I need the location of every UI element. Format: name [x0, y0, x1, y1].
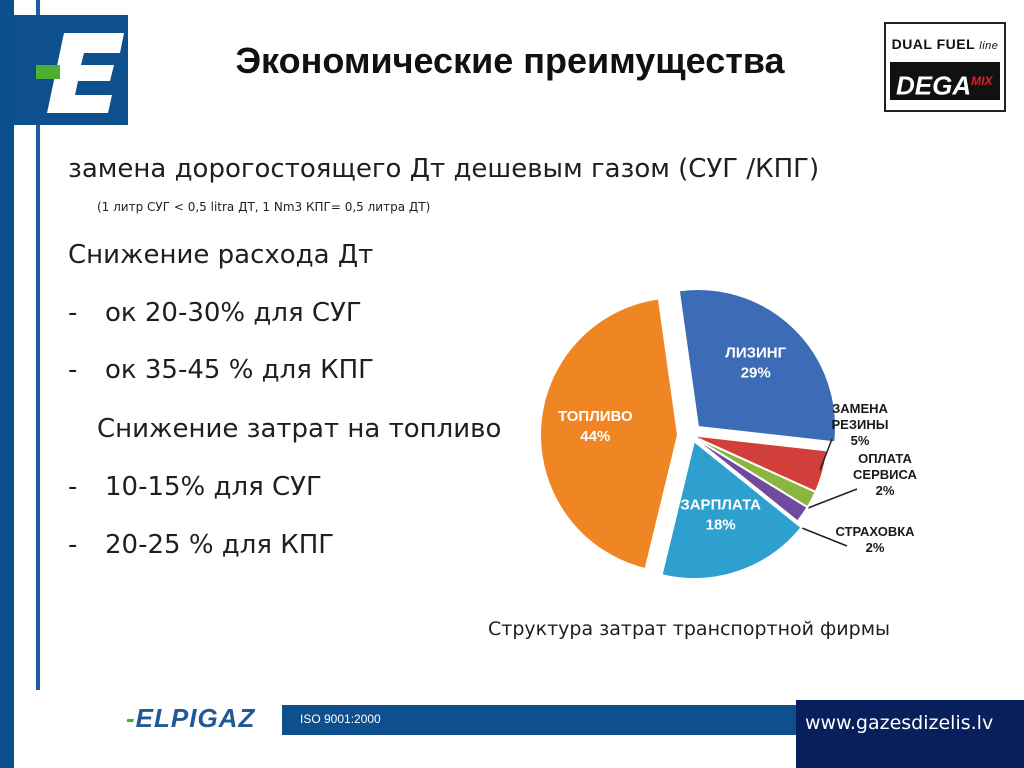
iso-certification: ISO 9001:2000: [300, 712, 381, 726]
pie-label-5-2: 18%: [706, 516, 736, 533]
bullet-cng-cost: -20-25 % для КПГ: [68, 530, 335, 560]
pie-slice-5: [660, 439, 803, 580]
text-line-equivalence-note: (1 литр СУГ < 0,5 litra ДТ, 1 Nm3 КПГ= 0…: [97, 200, 431, 214]
pie-label-2-3: 5%: [851, 433, 870, 448]
brand-logo-bottom: DEGAMIX: [890, 62, 1000, 101]
pie-label-3-1: ОПЛАТА: [858, 451, 912, 466]
chart-caption: Структура затрат транспортной фирмы: [488, 618, 891, 640]
pie-label-2-1: ЗАМЕНА: [832, 401, 888, 416]
pie-label-1-1: ЛИЗИНГ: [725, 345, 786, 362]
pie-label-3-2: СЕРВИСА: [853, 467, 918, 482]
left-accent-bar: [0, 0, 14, 768]
pie-label-4-1: СТРАХОВКА: [835, 524, 915, 539]
text-line-diesel-reduction: Снижение расхода Дт: [68, 240, 374, 270]
elpigaz-e-logo: [14, 15, 128, 125]
cost-structure-pie-chart: ЛИЗИНГ 29% ЗАМЕНА РЕЗИНЫ 5% ОПЛАТА СЕРВИСА 2% СТ…: [530, 280, 990, 590]
pie-label-3-3: 2%: [876, 483, 895, 498]
pie-label-4-2: 2%: [866, 540, 885, 555]
footer-bar: [282, 705, 802, 735]
pie-label-6-2: 44%: [580, 428, 610, 445]
brand-logo-top: DUAL FUEL line: [891, 36, 999, 52]
text-line-gas-replacement: замена дорогостоящего Дт дешевым газом (…: [68, 154, 820, 184]
bullet-lpg-cost: -10-15% для СУГ: [68, 472, 322, 502]
bullet-cng-reduction: - ок 35-45 % для КПГ: [68, 355, 375, 385]
pie-slice-6: [539, 297, 680, 571]
pie-leader-3: [807, 488, 858, 509]
page-title: Экономические преимущества: [235, 40, 785, 81]
website-box: [796, 700, 1024, 768]
text-line-fuel-cost-reduction: Снижение затрат на топливо: [97, 414, 502, 444]
left-accent-line: [36, 0, 40, 690]
bullet-lpg-reduction: - ок 20-30% для СУГ: [68, 298, 362, 328]
website-link[interactable]: www.gazesdizelis.lv: [805, 712, 994, 734]
elpigaz-footer-logo: -ELPIGAZ: [126, 703, 256, 733]
pie-slice-4: [689, 434, 809, 523]
pie-label-2-2: РЕЗИНЫ: [832, 417, 889, 432]
pie-label-1-2: 29%: [741, 365, 771, 382]
pie-label-6-1: ТОПЛИВО: [558, 408, 633, 425]
pie-slice-1: [677, 288, 837, 444]
dual-fuel-degamix-logo: DUAL FUEL line DEGAMIX: [884, 22, 1006, 112]
pie-leader-2: [819, 438, 833, 471]
pie-label-5-1: ЗАРПЛАТА: [680, 496, 761, 513]
